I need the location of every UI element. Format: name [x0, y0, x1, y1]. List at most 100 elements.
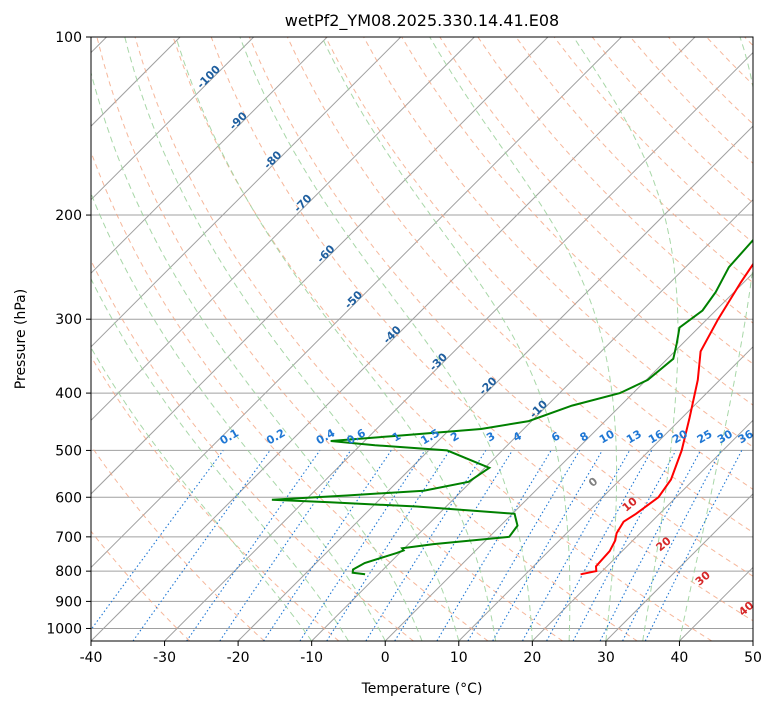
mixing-ratio-line — [436, 450, 552, 641]
dry-adiabat — [134, 37, 638, 641]
temperature-line — [580, 262, 753, 576]
x-axis-label: Temperature (°C) — [361, 681, 483, 697]
mixing-ratio-line — [91, 450, 224, 631]
isotherm-label: -100 — [194, 62, 223, 91]
x-tick-label: -40 — [80, 650, 103, 666]
moist-adiabat — [239, 37, 533, 641]
x-tick-label: 50 — [744, 650, 762, 666]
mixing-ratio-label: 10 — [597, 427, 617, 446]
moist-adiabat — [124, 37, 460, 641]
isotherm-line — [531, 419, 753, 641]
dry-adiabat — [172, 37, 713, 641]
isotherm-line — [91, 37, 328, 274]
dry-adiabat — [91, 150, 489, 641]
dry-adiabat — [91, 355, 340, 641]
y-tick-label: 800 — [55, 564, 82, 580]
y-axis-ticks: 100 200 300 400 500 600 700 800 900 1000 — [46, 30, 91, 637]
moist-adiabat — [678, 37, 753, 641]
isotherm-label: -60 — [314, 242, 337, 265]
dry-adiabat — [248, 37, 753, 577]
dry-adiabat — [591, 37, 753, 204]
mixing-ratio-label: 0.1 — [218, 426, 241, 447]
moist-adiabat — [91, 192, 386, 641]
mixing-ratio-line — [263, 450, 392, 641]
mixing-ratio-line — [467, 450, 581, 641]
grid-layer — [91, 37, 753, 641]
mixing-ratio-label: 25 — [695, 427, 715, 446]
isotherm-label: -30 — [427, 350, 450, 373]
isotherm-label: -10 — [527, 397, 550, 420]
x-tick-label: 30 — [597, 650, 615, 666]
moist-adiabat — [91, 277, 349, 641]
isotherm-line — [91, 37, 696, 641]
moist-adiabat — [573, 37, 679, 641]
mixing-ratio-line — [299, 450, 426, 641]
isotherm-line — [458, 346, 753, 641]
series-layer — [271, 238, 753, 576]
y-tick-label: 100 — [55, 30, 82, 46]
x-tick-label: -20 — [227, 650, 250, 666]
mixing-ratio-label: 0.4 — [314, 426, 338, 447]
dry-adiabat — [401, 37, 753, 406]
moist-adiabat — [429, 37, 618, 641]
isotherm-line — [164, 51, 753, 641]
mixing-ratio-line — [599, 450, 702, 641]
mixing-ratio-label: 3 — [484, 429, 497, 444]
isotherm-line — [91, 37, 402, 348]
dry-adiabat — [91, 444, 265, 641]
mixing-ratio-line — [546, 450, 653, 641]
annotation-layer: -100-90-80-70-60-50-40-30-20-100.1 0.2 0.4… — [194, 62, 756, 618]
mixing-ratio-line — [326, 450, 451, 641]
y-tick-label: 900 — [55, 594, 82, 610]
y-tick-label: 200 — [55, 208, 82, 224]
mixing-ratio-label: 13 — [624, 427, 644, 446]
moist-adiabat — [91, 70, 423, 641]
x-tick-label: 20 — [523, 650, 541, 666]
y-tick-label: 700 — [55, 530, 82, 546]
moist-adiabat — [175, 37, 497, 641]
isotherm-line — [605, 493, 753, 641]
x-tick-label: -10 — [300, 650, 323, 666]
x-axis-ticks: -40 -30 -20 -10 0 10 20 30 40 50 — [80, 641, 762, 666]
dry-adiabat — [91, 259, 414, 641]
isotherm-line — [237, 125, 753, 641]
dry-adiabat — [744, 37, 753, 47]
mixing-ratio-line — [572, 450, 677, 641]
isotherm-label: -90 — [227, 109, 250, 132]
dry-adiabat — [439, 37, 753, 365]
dry-adiabat — [515, 37, 753, 284]
gray-adiabat-label: 0 — [586, 475, 600, 490]
isotherm-label: -70 — [291, 192, 314, 215]
mixing-ratio-label: 1 — [390, 429, 403, 444]
y-tick-label: 300 — [55, 312, 82, 328]
dry-adiabat — [96, 37, 563, 641]
isotherm-line — [752, 640, 753, 641]
isotherm-label: -40 — [381, 323, 404, 346]
mixing-ratio-line — [394, 450, 513, 641]
x-tick-label: 0 — [381, 650, 390, 666]
y-tick-label: 600 — [55, 490, 82, 506]
dewpoint-line — [271, 238, 753, 576]
mixing-ratio-line — [522, 450, 631, 641]
x-tick-label: 10 — [450, 650, 468, 666]
mixing-ratio-line — [132, 450, 271, 641]
isotherm-label: -20 — [476, 374, 499, 397]
reference-curves — [91, 37, 753, 641]
mixing-ratio-line — [219, 450, 352, 641]
isotherm-line — [679, 566, 753, 641]
isotherm-line — [91, 37, 622, 569]
y-tick-label: 500 — [55, 443, 82, 459]
x-tick-label: -30 — [153, 650, 176, 666]
isotherm-label: -50 — [342, 288, 365, 311]
y-tick-label: 1000 — [46, 621, 82, 637]
dry-adiabat — [668, 37, 753, 125]
dry-adiabat — [210, 37, 753, 622]
chart-title: wetPf2_YM08.2025.330.14.41.E08 — [285, 11, 559, 31]
mixing-ratio-label: 1.5 — [418, 426, 441, 447]
mixing-ratio-label: 4 — [511, 429, 524, 444]
isotherm-line — [91, 37, 255, 201]
isotherm-line — [91, 37, 549, 495]
isotherm-label: -80 — [261, 148, 284, 171]
mixing-ratio-line — [186, 450, 321, 641]
